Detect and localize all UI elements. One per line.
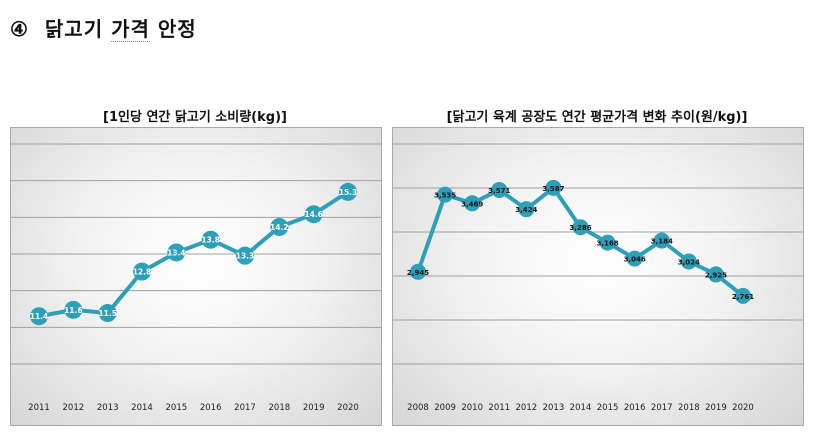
data-point-2011 (30, 307, 48, 326)
data-label-2011: 11.4 (30, 312, 49, 321)
data-point-2017 (653, 232, 670, 249)
data-point-2019 (707, 266, 724, 283)
series-line (38, 190, 350, 319)
data-point-2018 (680, 253, 697, 270)
data-point-2013 (98, 304, 117, 323)
chart-panel-price: 2,945 3,535 3,469 3,571 3,424 3,587 3,286 3,168… (392, 127, 804, 426)
data-point-2017 (236, 246, 254, 265)
data-point-2008 (410, 263, 426, 280)
data-label-2013: 11.5 (98, 309, 117, 318)
x-tick-label: 2011 (488, 403, 510, 413)
data-point-2014 (572, 219, 589, 236)
data-label-2012: 3,424 (515, 206, 537, 214)
data-label-2020: 15.3 (339, 188, 358, 197)
chart-panel-consumption: 11.4 11.6 11.5 12.8 13.4 13.8 13.3 14.2 14.6 15.3… (10, 127, 382, 426)
x-tick-label: 2015 (597, 403, 619, 413)
x-tick-label: 2020 (732, 403, 754, 413)
x-tick-label: 2018 (678, 403, 700, 413)
data-point-2018 (270, 217, 289, 236)
chart-consumption: 11.4 11.6 11.5 12.8 13.4 13.8 13.3 14.2 14.6 15.3… (11, 143, 381, 413)
x-tick-label: 2017 (651, 403, 673, 413)
x-tick-label: 2019 (303, 403, 325, 413)
data-label-2016: 3,046 (624, 256, 646, 264)
data-label-2009: 3,535 (434, 192, 456, 200)
data-point-2019 (304, 205, 323, 224)
data-point-2009 (437, 186, 454, 203)
x-tick-label: 2017 (234, 403, 256, 413)
page-heading: ④ 닭고기 가격 안정 (10, 13, 197, 42)
data-point-2012 (64, 300, 83, 319)
x-tick-label: 2020 (337, 403, 359, 413)
heading-number: ④ (10, 17, 29, 41)
data-point-2014 (133, 262, 151, 281)
data-label-2015: 3,168 (597, 240, 619, 248)
x-tick-label: 2011 (28, 403, 50, 413)
x-tick-label: 2016 (200, 403, 222, 413)
data-label-2020: 2,761 (732, 293, 754, 301)
x-tick-label: 2014 (570, 403, 592, 413)
data-label-2010: 3,469 (461, 200, 483, 208)
x-tick-label: 2019 (705, 403, 727, 413)
data-label-2019: 14.6 (304, 210, 323, 219)
x-tick-label: 2016 (624, 403, 646, 413)
data-label-2017: 13.3 (236, 252, 255, 261)
chart-price: 2,945 3,535 3,469 3,571 3,424 3,587 3,286 3,168… (393, 143, 803, 413)
data-label-2011: 3,571 (488, 187, 510, 195)
chart-title-price: [닭고기 육계 공장도 연간 평균가격 변화 추이(원/kg)] (446, 110, 748, 125)
data-label-2016: 13.8 (201, 236, 220, 245)
x-tick-label: 2012 (516, 403, 538, 413)
data-point-2015 (167, 243, 186, 262)
heading-word-price: 가격 (111, 17, 150, 42)
data-label-2013: 3,587 (542, 185, 564, 193)
data-point-2020 (339, 182, 357, 201)
heading-word-stable: 안정 (157, 17, 197, 41)
data-point-2012 (518, 201, 535, 218)
data-label-2018: 3,024 (678, 258, 700, 266)
data-label-2014: 3,286 (569, 224, 591, 232)
data-point-2010 (464, 195, 481, 212)
x-tick-label: 2012 (63, 403, 85, 413)
data-point-2011 (491, 181, 508, 198)
data-point-2016 (626, 250, 643, 267)
data-label-2012: 11.6 (64, 306, 83, 315)
data-label-2018: 14.2 (270, 223, 289, 232)
x-tick-label: 2014 (131, 403, 153, 413)
x-tick-label: 2009 (434, 403, 456, 413)
data-label-2008: 2,945 (407, 269, 429, 277)
data-label-2015: 13.4 (167, 248, 186, 257)
data-point-2020 (735, 287, 751, 304)
data-point-2016 (201, 230, 220, 249)
heading-word-chicken: 닭고기 (44, 17, 104, 41)
data-point-2015 (599, 234, 616, 251)
x-tick-label: 2018 (269, 403, 291, 413)
x-tick-label: 2015 (166, 403, 188, 413)
chart-title-consumption: [1인당 연간 닭고기 소비량(kg)] (103, 110, 287, 125)
x-tick-label: 2013 (97, 403, 119, 413)
data-point-2013 (545, 179, 562, 196)
data-label-2017: 3,184 (651, 238, 673, 246)
data-label-2014: 12.8 (133, 268, 152, 277)
x-tick-label: 2013 (543, 403, 565, 413)
data-label-2019: 2,925 (705, 271, 727, 279)
x-tick-label: 2010 (461, 403, 483, 413)
x-tick-label: 2008 (407, 403, 429, 413)
